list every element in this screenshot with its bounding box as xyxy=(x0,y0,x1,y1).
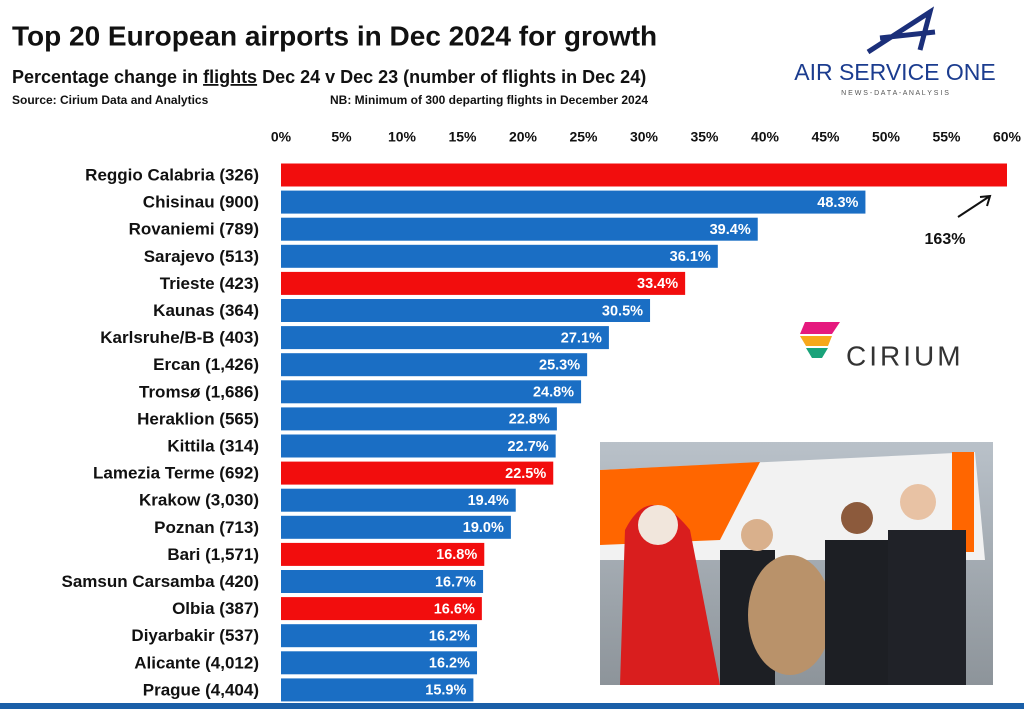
category-label: Kittila (314) xyxy=(167,436,259,455)
bar xyxy=(281,353,588,377)
category-label: Reggio Calabria (326) xyxy=(85,165,259,184)
x-tick-label: 45% xyxy=(811,129,840,145)
cirium-logo: CIRIUM xyxy=(800,322,964,371)
category-label: Prague (4,404) xyxy=(143,680,259,699)
category-label: Bari (1,571) xyxy=(167,545,259,564)
bar xyxy=(281,461,554,485)
category-label: Poznan (713) xyxy=(154,518,259,537)
value-label: 16.2% xyxy=(429,656,470,672)
bar xyxy=(281,217,758,241)
category-label: Trieste (423) xyxy=(160,274,259,293)
value-label: 15.9% xyxy=(425,683,466,699)
x-tick-label: 35% xyxy=(690,129,719,145)
x-tick-label: 30% xyxy=(630,129,659,145)
category-label: Heraklion (565) xyxy=(137,409,259,428)
value-label: 24.8% xyxy=(533,385,574,401)
bar xyxy=(281,597,482,621)
plot-area xyxy=(281,163,1007,702)
value-label: 19.0% xyxy=(463,520,504,536)
category-label: Diyarbakir (537) xyxy=(131,626,259,645)
x-tick-label: 0% xyxy=(271,129,292,145)
overflow-arrow xyxy=(957,194,992,218)
value-label: 16.7% xyxy=(435,574,476,590)
value-label: 19.4% xyxy=(468,493,509,509)
bar xyxy=(281,651,478,675)
source: Source: Cirium Data and Analytics xyxy=(12,93,209,107)
value-label: 16.6% xyxy=(434,601,475,617)
x-tick-label: 15% xyxy=(448,129,477,145)
bar xyxy=(281,380,582,404)
subtitle: Percentage change in flights Dec 24 v De… xyxy=(12,67,646,87)
category-label: Sarajevo (513) xyxy=(144,247,259,266)
value-label: 16.8% xyxy=(436,547,477,563)
bar xyxy=(281,570,484,593)
value-label: 27.1% xyxy=(561,330,602,346)
cirium-text: CIRIUM xyxy=(846,340,964,371)
value-label: 22.8% xyxy=(509,412,550,428)
chart-title: Top 20 European airports in Dec 2024 for… xyxy=(12,20,657,51)
x-tick-label: 25% xyxy=(569,129,598,145)
category-label: Krakow (3,030) xyxy=(139,491,259,510)
x-tick-label: 10% xyxy=(388,129,417,145)
value-label: 16.2% xyxy=(429,629,470,645)
category-label: Alicante (4,012) xyxy=(134,653,259,672)
category-label: Kaunas (364) xyxy=(153,301,259,320)
value-label: 33.4% xyxy=(637,276,678,292)
category-label: Tromsø (1,686) xyxy=(139,382,259,401)
logo-text: AIR SERVICE ONE xyxy=(794,59,996,85)
value-label: 48.3% xyxy=(817,195,858,211)
value-label: 39.4% xyxy=(710,222,751,238)
bar xyxy=(281,488,516,512)
value-label: 25.3% xyxy=(539,358,580,374)
photo xyxy=(600,442,993,685)
bar xyxy=(281,678,474,702)
bar xyxy=(281,515,511,539)
bar xyxy=(281,190,866,214)
bar xyxy=(281,299,651,322)
x-tick-label: 60% xyxy=(993,129,1022,145)
x-tick-label: 5% xyxy=(331,129,352,145)
category-label: Ercan (1,426) xyxy=(153,355,259,374)
bar xyxy=(281,434,556,458)
x-tick-label: 40% xyxy=(751,129,780,145)
value-label: 30.5% xyxy=(602,303,643,319)
bar xyxy=(281,244,718,268)
x-tick-label: 55% xyxy=(932,129,961,145)
category-label: Samsun Carsamba (420) xyxy=(62,572,259,591)
x-tick-label: 50% xyxy=(872,129,901,145)
value-label: 36.1% xyxy=(670,249,711,265)
category-label: Lamezia Terme (692) xyxy=(93,464,259,483)
bar xyxy=(281,326,609,350)
category-label: Karlsruhe/B-B (403) xyxy=(100,328,259,347)
bottom-border xyxy=(0,703,1024,709)
value-label: 22.7% xyxy=(508,439,549,455)
air-service-one-logo: AIR SERVICE ONE N E W S - D A T A - A N … xyxy=(794,6,996,97)
bar xyxy=(281,163,1007,187)
bar xyxy=(281,624,478,648)
bar xyxy=(281,407,557,431)
note: NB: Minimum of 300 departing flights in … xyxy=(330,93,648,107)
value-label: 22.5% xyxy=(505,466,546,482)
logo-tagline: N E W S - D A T A - A N A L Y S I S xyxy=(841,90,949,97)
category-label: Rovaniemi (789) xyxy=(129,220,259,239)
bar xyxy=(281,542,485,566)
bar xyxy=(281,271,686,295)
category-label: Olbia (387) xyxy=(172,599,259,618)
x-tick-label: 20% xyxy=(509,129,538,145)
category-label: Chisinau (900) xyxy=(143,193,259,212)
overflow-value-label: 163% xyxy=(925,231,966,248)
